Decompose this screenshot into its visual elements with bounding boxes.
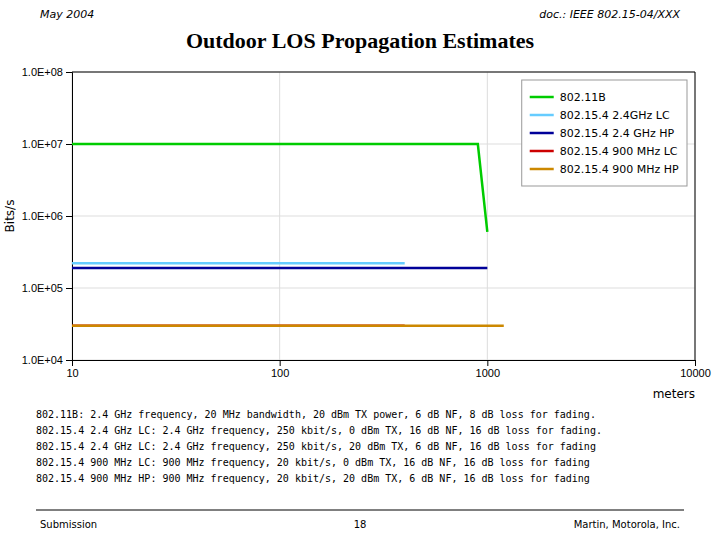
legend-item: 802.15.4 900 MHz HP (530, 163, 679, 176)
header-text: May 2004 (40, 8, 94, 21)
tick: 1.0E+06 (22, 210, 72, 222)
tick: 1.0E+05 (22, 282, 72, 294)
chart: May 2004 doc.: IEEE 802.15-04/XXX Outdoor … (0, 0, 720, 540)
tick-label: 1000 (476, 367, 500, 379)
tick-label: 1.0E+08 (22, 66, 63, 78)
tick: 10000 (680, 360, 711, 379)
legend-swatch (530, 132, 554, 135)
note: 802.11B: 2.4 GHz frequency, 20 MHz bandw… (36, 409, 596, 420)
series-line (72, 262, 405, 265)
legend-label: 802.15.4 900 MHz LC (560, 145, 678, 158)
tick-label: 10000 (680, 367, 711, 379)
tick-mark (695, 360, 696, 366)
legend: 802.11B 802.15.4 2.4GHz LC 802.15.4 2.4 GH… (522, 80, 687, 186)
frame-top (72, 72, 695, 73)
title: Outdoor LOS Propagation Estimates (186, 28, 535, 53)
axis-line (66, 73, 73, 361)
tick-mark (66, 72, 72, 73)
grid-line-y (72, 216, 695, 217)
header-text: doc.: IEEE 802.15-04/XXX (539, 8, 680, 21)
grid-line-y (72, 72, 695, 73)
series-line (72, 324, 504, 327)
series-line (72, 267, 487, 270)
tick-mark (66, 216, 72, 217)
note: 802.15.4 2.4 GHz LC: 2.4 GHz frequency, … (36, 441, 596, 452)
x-axis-title: meters (653, 387, 695, 401)
tick-label: 1.0E+05 (22, 282, 63, 294)
tick-label: 1.0E+07 (22, 138, 63, 150)
note: 802.15.4 2.4 GHz LC: 2.4 GHz frequency, … (36, 425, 602, 436)
footer-text: Martin, Motorola, Inc. (574, 519, 680, 530)
tick: 100 (271, 360, 289, 379)
legend-swatch (530, 150, 554, 153)
footer-rule (36, 510, 684, 511)
legend-item: 802.15.4 2.4 GHz HP (530, 127, 675, 140)
legend-label: 802.15.4 2.4 GHz HP (560, 127, 675, 140)
tick-mark (66, 288, 72, 289)
legend-swatch (530, 168, 554, 171)
plot: 101001000100001.0E+041.0E+051.0E+061.0E+… (3, 66, 711, 401)
frame-right (695, 72, 696, 360)
note: 802.15.4 900 MHz LC: 900 MHz frequency, … (36, 457, 590, 468)
legend-label: 802.15.4 900 MHz HP (560, 163, 679, 176)
legend-swatch (530, 96, 554, 99)
tick-mark (66, 144, 72, 145)
axis-line (73, 361, 696, 367)
legend-item: 802.15.4 2.4GHz LC (530, 109, 670, 122)
tick-label: 1.0E+06 (22, 210, 63, 222)
tick-label: 1.0E+04 (22, 354, 63, 366)
x-axis: 10 100 1000 10000 (66, 360, 710, 379)
tick: 10 (66, 360, 78, 379)
footer-text: Submission (40, 519, 97, 530)
footer-text: 18 (354, 519, 367, 530)
tick: 1.0E+07 (22, 138, 72, 150)
tick-mark (487, 360, 488, 366)
legend-label: 802.15.4 2.4GHz LC (560, 109, 670, 122)
legend-swatch (530, 114, 554, 117)
legend-item: 802.15.4 900 MHz LC (530, 145, 678, 158)
tick: 1.0E+08 (22, 66, 72, 78)
grid (72, 72, 695, 360)
tick-mark (280, 360, 281, 366)
tick: 1.0E+04 (22, 354, 72, 366)
grid-line-x (695, 72, 696, 360)
grid-line-y (72, 288, 695, 289)
legend-label: 802.11B (560, 91, 606, 104)
series-line (72, 144, 487, 232)
tick-label: 10 (66, 367, 78, 379)
tick-mark (66, 360, 72, 361)
note: 802.15.4 900 MHz HP: 900 MHz frequency, … (36, 473, 590, 484)
tick-label: 100 (271, 367, 289, 379)
y-axis: 1.0E+04 1.0E+05 1.0E+06 1.0E+07 1.0E+08 (22, 66, 73, 366)
y-axis-title: Bits/s (3, 200, 17, 233)
legend-box (522, 80, 687, 186)
tick: 1000 (476, 360, 500, 379)
legend-item: 802.11B (530, 91, 606, 104)
series-lines (72, 144, 504, 326)
